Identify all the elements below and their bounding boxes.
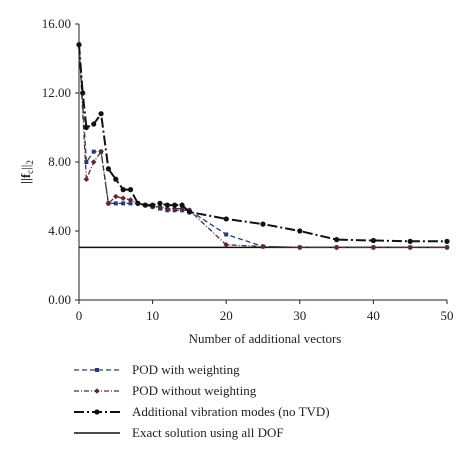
data-point [113,201,118,206]
data-point [113,176,119,182]
legend-swatch [74,368,120,372]
series-additional-vibration-modes-no-tvd [76,42,450,244]
data-point [164,202,170,208]
data-point [171,205,178,212]
data-point [127,187,134,193]
x-tick-label: 40 [367,308,380,323]
data-point [91,149,96,154]
data-point [334,237,340,243]
data-point [127,197,134,203]
data-point [98,111,104,117]
y-tick-label: 0.00 [48,292,71,307]
data-point [83,124,89,131]
x-tick-label: 0 [76,308,83,323]
data-point [223,216,229,222]
y-tick-label: 12.00 [42,85,71,100]
series-line [78,44,447,249]
data-point [157,200,163,206]
data-point [297,244,303,251]
data-point [121,201,126,206]
data-point [135,200,141,206]
data-point [172,202,178,208]
legend-label: Exact solution using all DOF [132,425,284,440]
data-point [407,238,413,244]
data-point [260,221,266,227]
legend-marker [94,409,100,415]
series-line [78,44,447,249]
series-pod-without-weighting [76,41,450,251]
legend-swatch [74,388,120,394]
legend-item: Additional vibration modes (no TVD) [72,402,452,423]
data-point [224,232,229,237]
data-point [260,243,266,250]
data-point [105,166,112,172]
data-point [76,42,82,48]
series-line [78,44,447,243]
data-point [80,90,86,96]
chart: 0.00 4.00 8.00 12.00 16.00 0 10 20 30 40 50 Number… [18,16,454,346]
y-tick-label: 4.00 [48,223,71,238]
data-point [91,121,97,127]
x-axis-label: Number of additional vectors [189,331,342,346]
legend-item: POD with weighting [72,360,452,381]
data-point [90,159,97,165]
legend-label: POD with weighting [132,362,240,377]
data-point [179,202,185,208]
data-point [120,187,126,193]
y-tick-label: 16.00 [42,16,71,31]
data-point [150,202,156,208]
x-tick-label: 20 [220,308,233,323]
data-point [142,202,148,208]
data-point [444,244,450,251]
data-point [83,176,90,183]
x-tick-label: 10 [146,308,159,323]
data-point [128,201,133,206]
data-point [333,244,340,251]
legend: POD with weighting POD without weighting A… [72,360,452,444]
data-point [223,242,229,248]
data-point [113,193,119,200]
legend-marker [95,368,99,372]
data-point [179,205,185,212]
legend-marker [94,388,100,394]
legend-label: POD without weighting [132,383,257,398]
data-point [164,205,171,212]
series-pod-with-weighting [77,42,449,250]
series-layer [76,41,450,251]
data-point [370,244,377,251]
y-tick-label: 8.00 [48,154,71,169]
data-point [120,195,126,202]
axes [75,23,448,304]
y-axis-label: ||fc||2 [18,160,35,184]
tick-labels: 0.00 4.00 8.00 12.00 16.00 0 10 20 30 40 50 [42,16,454,323]
data-point [98,148,104,155]
x-tick-label: 50 [441,308,454,323]
data-point [186,209,192,215]
legend-swatch [74,409,120,415]
data-point [370,237,376,244]
legend-item: POD without weighting [72,381,452,402]
data-point [157,204,163,210]
data-point [105,200,112,207]
legend-swatch [74,432,120,434]
data-point [444,238,450,244]
data-point [84,160,89,164]
legend-label: Additional vibration modes (no TVD) [132,404,330,419]
legend-item: Exact solution using all DOF [72,423,452,444]
x-tick-label: 30 [293,308,306,323]
data-point [297,228,303,234]
data-point [407,244,413,251]
